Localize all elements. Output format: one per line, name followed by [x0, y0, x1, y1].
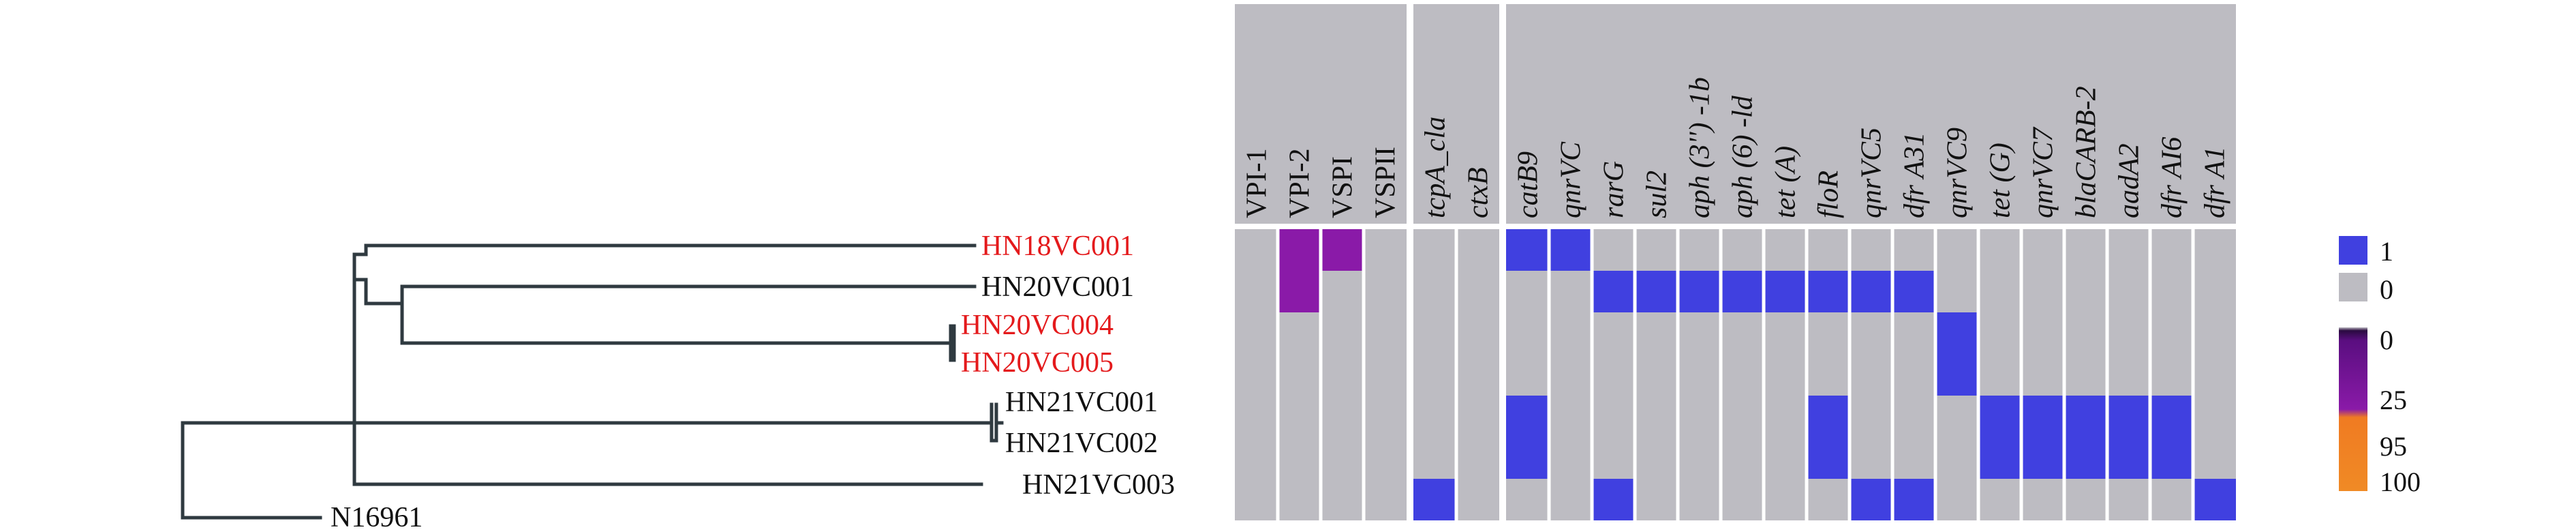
- leaf-labels: HN18VC001 HN20VC001 HN20VC004 HN20VC005 …: [331, 231, 1175, 532]
- column-group-header: [1413, 4, 1499, 224]
- column-label: qnrVC: [1556, 141, 1587, 218]
- column-label: catB9: [1513, 151, 1544, 218]
- heatmap-cell: [2064, 396, 2107, 437]
- column-label: VSPI: [1328, 156, 1359, 218]
- column-group-header: [1506, 4, 2236, 224]
- leaf-label-n16961: N16961: [331, 502, 423, 532]
- column-label: floR: [1813, 171, 1845, 218]
- column-label: VSPII: [1370, 147, 1402, 218]
- column-label: dfr A31: [1899, 132, 1931, 218]
- heatmap-cell: [1506, 437, 1549, 479]
- tree-branch: [181, 243, 977, 469]
- column-label: blaCARB-2: [2071, 86, 2102, 218]
- column-label: tcpA_cla: [1420, 117, 1452, 218]
- legend-gradient-bar: [2339, 327, 2367, 491]
- leaf-label-hn21vc003: HN21VC003: [1022, 469, 1175, 501]
- column-label: VPI-2: [1285, 148, 1316, 218]
- column-label: sul2: [1642, 171, 1673, 218]
- heatmap-cell: [1935, 354, 1978, 396]
- column-headers: VPI-1 VPI-2 VSPI VSPII tcpA_cla ctxB catB9 qnrV…: [1235, 4, 2236, 224]
- heatmap-cell: [2021, 437, 2064, 479]
- tree-branch: [352, 421, 983, 486]
- heatmap-cell: [1978, 437, 2021, 479]
- column-label: dfr A1: [2200, 147, 2231, 218]
- legend: 1 0 0 25 95 100: [2339, 236, 2421, 497]
- heatmap-cell: [1721, 271, 1764, 312]
- leaf-label-hn21vc001: HN21VC001: [1005, 387, 1158, 418]
- heatmap-cell: [1807, 437, 1850, 479]
- heatmap-cell: [1892, 479, 1935, 520]
- heatmap-cell: [1635, 271, 1678, 312]
- column-label: aadA2: [2114, 143, 2145, 218]
- heatmap-cell: [2193, 479, 2236, 520]
- heatmap-cell: [1592, 479, 1635, 520]
- column-label: rarG: [1599, 161, 1630, 218]
- heatmap-cell: [1549, 229, 1592, 271]
- column-label: VPI-1: [1242, 148, 1273, 218]
- heatmap-cell: [1850, 271, 1892, 312]
- tree-branch: [949, 324, 956, 362]
- heatmap-cell: [1278, 229, 1321, 271]
- heatmap-cell: [1506, 396, 1549, 437]
- legend-swatch-0: [2339, 273, 2367, 301]
- column-label: tet (A): [1770, 146, 1802, 218]
- heatmap-cell: [2150, 396, 2193, 437]
- column-label: aph (3'') -1b: [1685, 77, 1716, 218]
- column-group-header: [1235, 4, 1407, 224]
- tree-branch: [352, 252, 368, 282]
- column-label: qnrVC9: [1942, 128, 1974, 218]
- column-label: ctxB: [1463, 167, 1494, 218]
- heatmap-cell: [1807, 271, 1850, 312]
- leaf-label-hn20vc005: HN20VC005: [961, 347, 1114, 379]
- heatmap-cell: [1935, 312, 1978, 354]
- leaf-label-hn20vc004: HN20VC004: [961, 310, 1114, 341]
- heatmap-cell: [2021, 396, 2064, 437]
- column-label: aph (6) -ld: [1728, 95, 1759, 218]
- heatmap-cell: [1506, 229, 1549, 271]
- tree-branch: [400, 301, 953, 345]
- presence-heatmap: [1235, 229, 2236, 520]
- legend-label-0: 0: [2380, 274, 2393, 305]
- heatmap-cell: [1892, 271, 1935, 312]
- leaf-label-hn20vc001: HN20VC001: [981, 271, 1134, 303]
- heatmap-cell: [2107, 437, 2150, 479]
- heatmap-cell: [1807, 396, 1850, 437]
- heatmap-cell: [1678, 271, 1721, 312]
- leaf-label-hn18vc001: HN18VC001: [981, 231, 1134, 262]
- heatmap-cell: [2150, 437, 2193, 479]
- legend-gradient-label-100: 100: [2380, 467, 2421, 497]
- column-label: qnrVC5: [1856, 128, 1888, 218]
- legend-swatch-1: [2339, 236, 2367, 265]
- heatmap-cell: [1413, 479, 1456, 520]
- heatmap-cell: [2107, 396, 2150, 437]
- heatmap-cell: [1321, 229, 1364, 271]
- legend-gradient-label-95: 95: [2380, 431, 2407, 462]
- heatmap-cell: [1978, 396, 2021, 437]
- legend-gradient-label-0: 0: [2380, 325, 2393, 355]
- column-label: tet (G): [1985, 143, 2017, 218]
- legend-gradient-label-25: 25: [2380, 385, 2407, 415]
- phylogenetic-tree: [181, 243, 1004, 520]
- leaf-label-hn21vc002: HN21VC002: [1005, 428, 1158, 459]
- legend-label-1: 1: [2380, 236, 2393, 267]
- heatmap-cell: [1592, 271, 1635, 312]
- column-label: dfr AI6: [2157, 137, 2188, 218]
- heatmap-cell: [2064, 437, 2107, 479]
- heatmap-cell: [1278, 271, 1321, 312]
- tree-branch: [181, 464, 322, 520]
- tree-branch: [364, 278, 977, 306]
- heatmap-cell: [1764, 271, 1807, 312]
- column-label: qnrVC7: [2028, 126, 2059, 218]
- heatmap-cell: [1850, 479, 1892, 520]
